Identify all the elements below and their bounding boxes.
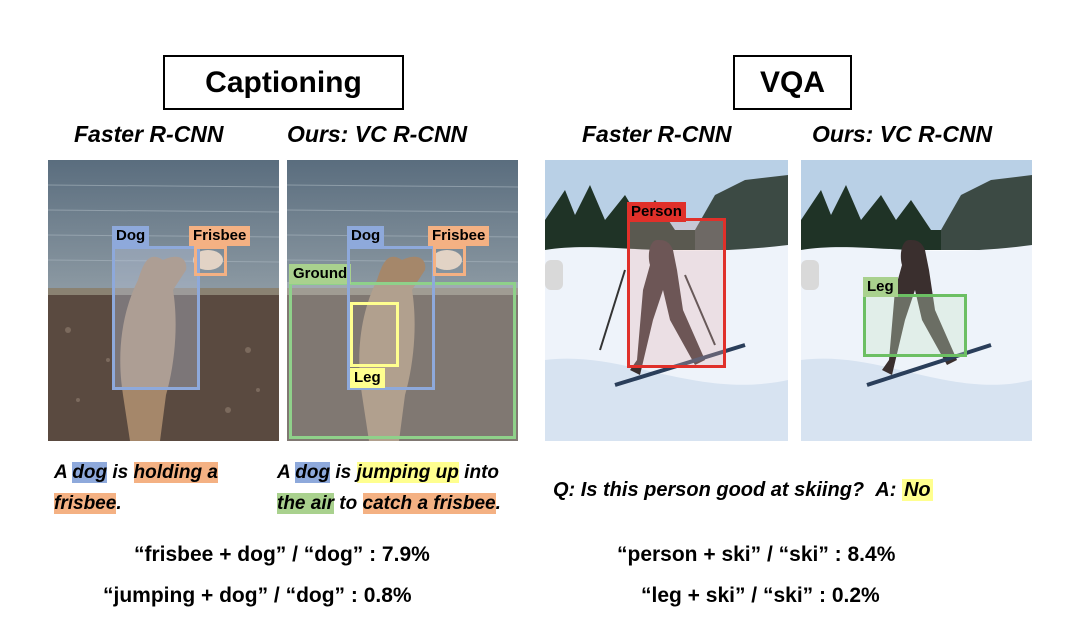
vqa-stat-2: “leg + ski” / “ski” : 0.2%	[641, 584, 880, 607]
caption-text: A	[277, 462, 296, 483]
highlight-dog: dog	[295, 462, 331, 483]
bbox-label-person: Person	[627, 202, 686, 222]
question-text: Q: Is this person good at skiing?	[553, 479, 865, 501]
dog-photo-right	[287, 160, 518, 441]
caption-text: .	[116, 493, 122, 514]
bbox-dog	[112, 246, 200, 390]
vqa-right-image: Leg	[801, 160, 1032, 441]
caption-text: is	[107, 462, 134, 483]
captioning-stat-2: “jumping + dog” / “dog” : 0.8%	[103, 584, 412, 607]
vqa-right-method: Ours: VC R-CNN	[812, 121, 993, 147]
bbox-label-leg: Leg	[350, 368, 385, 388]
caption-line-2: frisbee.	[54, 488, 218, 519]
vqa-title-text: VQA	[759, 65, 825, 99]
caption-text: into	[458, 462, 500, 483]
captioning-right-image: Ground Dog Frisbee Leg	[287, 160, 518, 441]
caption-text: .	[495, 493, 501, 514]
highlight-answer: No	[901, 479, 933, 501]
highlight-catch: catch a frisbee	[362, 493, 496, 514]
bbox-leg	[863, 294, 967, 357]
vqa-left-image: Person	[545, 160, 788, 441]
bbox-label-dog: Dog	[112, 226, 150, 246]
highlight-holding: holding a	[133, 462, 218, 483]
highlight-jumping: jumping up	[356, 462, 459, 483]
bbox-frisbee	[433, 246, 466, 276]
vqa-stat-1: “person + ski” / “ski” : 8.4%	[617, 543, 896, 566]
highlight-dog: dog	[72, 462, 108, 483]
caption-text: A	[54, 462, 73, 483]
answer-prefix: A:	[875, 479, 897, 501]
bbox-ground	[289, 282, 516, 439]
captioning-stat-1: “frisbee + dog” / “dog” : 7.9%	[134, 543, 430, 566]
caption-line-1: A dog is jumping up into	[277, 457, 501, 488]
bbox-label-ground: Ground	[289, 264, 352, 284]
bbox-dog	[347, 246, 435, 390]
caption-text: to	[334, 493, 363, 514]
bbox-person	[627, 218, 726, 368]
bbox-frisbee	[194, 246, 227, 276]
captioning-left-caption: A dog is holding a frisbee.	[54, 457, 218, 519]
bbox-label-frisbee: Frisbee	[189, 226, 251, 246]
captioning-right-caption: A dog is jumping up into the air to catc…	[277, 457, 501, 519]
vqa-question: Q: Is this person good at skiing? A: No	[553, 475, 933, 506]
captioning-left-method: Faster R-CNN	[74, 121, 224, 147]
captioning-title: Captioning	[163, 55, 404, 110]
bbox-leg	[350, 302, 399, 367]
highlight-air: the air	[277, 493, 335, 514]
bbox-label-leg: Leg	[863, 277, 898, 297]
captioning-title-text: Captioning	[205, 65, 362, 99]
captioning-right-method: Ours: VC R-CNN	[287, 121, 468, 147]
caption-text: is	[330, 462, 357, 483]
bbox-label-dog: Dog	[347, 226, 385, 246]
vqa-left-method: Faster R-CNN	[582, 121, 732, 147]
captioning-left-image: Dog Frisbee	[48, 160, 279, 441]
highlight-frisbee: frisbee	[54, 493, 117, 514]
vqa-title: VQA	[733, 55, 852, 110]
caption-line-2: the air to catch a frisbee.	[277, 488, 501, 519]
bbox-label-frisbee: Frisbee	[428, 226, 490, 246]
caption-line-1: A dog is holding a	[54, 457, 218, 488]
ski-photo-right	[801, 160, 1032, 441]
